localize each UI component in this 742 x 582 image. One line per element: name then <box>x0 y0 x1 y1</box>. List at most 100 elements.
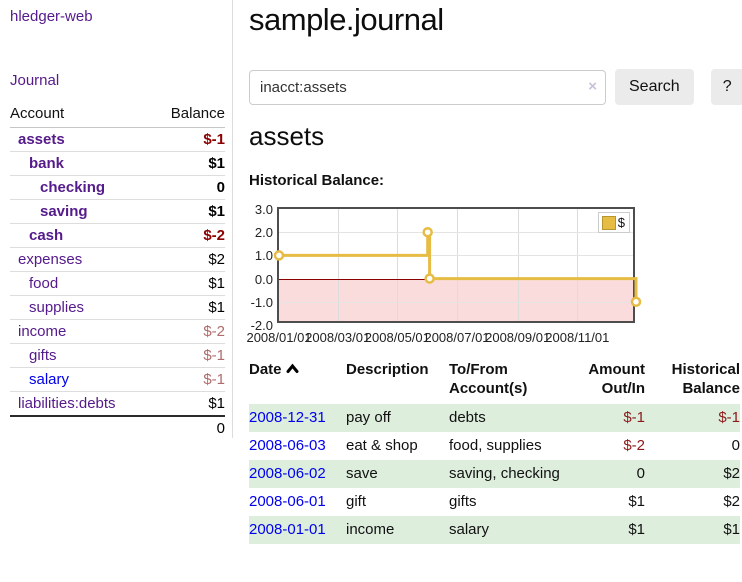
account-link[interactable]: gifts <box>29 347 57 364</box>
chart-legend: $ <box>597 212 630 233</box>
account-row: gifts $-1 <box>10 343 225 368</box>
account-link[interactable]: saving <box>40 203 88 220</box>
account-row: salary $-1 <box>10 367 225 392</box>
search-field-wrapper: × <box>249 69 606 105</box>
transaction-accounts: saving, checking <box>449 465 560 482</box>
chart-heading: Historical Balance: <box>249 172 385 189</box>
account-balance: 0 <box>152 175 225 200</box>
transaction-row: 2008-12-31 pay off debts $-1 $-1 <box>249 404 740 432</box>
x-axis-tick-label: 2008/09/01 <box>485 330 551 345</box>
account-balance: $-2 <box>152 223 225 248</box>
transaction-row: 2008-06-03 eat & shop food, supplies $-2… <box>249 432 740 460</box>
y-axis-tick-label: 2.0 <box>254 225 273 241</box>
account-row: cash $-2 <box>10 223 225 248</box>
account-balance: $-1 <box>152 343 225 368</box>
account-row: bank $1 <box>10 151 225 176</box>
accounts-total-value: 0 <box>152 415 225 440</box>
account-link[interactable]: supplies <box>29 299 85 316</box>
account-link[interactable]: income <box>18 323 67 340</box>
x-axis-tick-label: 2008/05/01 <box>364 330 430 345</box>
data-point-marker <box>273 250 285 261</box>
transaction-accounts: debts <box>449 409 486 426</box>
horizontal-gridline <box>279 255 633 257</box>
vertical-gridline <box>397 209 399 321</box>
balance-column-header-main: Historical Balance <box>671 361 740 397</box>
accounts-table: Account Balance assets $-1 bank $1 check… <box>10 103 225 440</box>
transaction-date-link[interactable]: 2008-06-02 <box>249 465 326 482</box>
transaction-description: save <box>346 465 378 482</box>
help-button[interactable]: ? <box>710 69 742 105</box>
y-axis-tick-label: -1.0 <box>250 294 273 310</box>
account-balance: $-1 <box>152 367 225 392</box>
account-link[interactable]: bank <box>29 155 65 172</box>
app-title-link[interactable]: hledger-web <box>10 8 93 25</box>
account-row: liabilities:debts $1 <box>10 391 225 417</box>
transactions-header-row: Date Description To/From Account(s) Amou… <box>249 360 740 404</box>
balance-column-header: Balance <box>152 103 225 128</box>
description-column-header: Description <box>346 361 429 378</box>
search-input[interactable] <box>249 69 606 105</box>
account-link[interactable]: assets <box>18 131 65 148</box>
account-balance: $-2 <box>152 319 225 344</box>
account-heading: assets <box>249 121 325 151</box>
transaction-row: 2008-06-02 save saving, checking 0 $2 <box>249 460 740 488</box>
date-column-header[interactable]: Date <box>249 360 346 404</box>
transaction-amount: $1 <box>628 493 645 510</box>
chart-plot-area: $ <box>273 207 642 323</box>
transaction-date-link[interactable]: 2008-06-01 <box>249 493 326 510</box>
transaction-date-link[interactable]: 2008-12-31 <box>249 409 326 426</box>
x-axis-tick-label: 2008/03/01 <box>305 330 371 345</box>
account-link[interactable]: cash <box>29 227 64 244</box>
transaction-row: 2008-06-01 gift gifts $1 $2 <box>249 488 740 516</box>
data-point-marker <box>422 226 433 238</box>
amount-column-header: Amount Out/In <box>588 361 645 397</box>
x-axis-tick-label: 2008/07/01 <box>424 330 490 345</box>
account-link[interactable]: checking <box>40 179 106 196</box>
page-title: sample.journal <box>249 2 444 37</box>
transaction-description: pay off <box>346 409 391 426</box>
account-balance: $1 <box>152 151 225 176</box>
legend-swatch-icon <box>601 215 616 230</box>
account-balance: $1 <box>152 271 225 296</box>
x-axis-tick-label: 2008/01/01 <box>246 330 312 345</box>
account-row: food $1 <box>10 271 225 296</box>
legend-label: $ <box>617 215 625 230</box>
transaction-description: gift <box>346 493 367 510</box>
transaction-description: income <box>346 521 395 538</box>
sort-ascending-icon <box>286 360 299 379</box>
horizontal-gridline <box>279 232 633 234</box>
transaction-accounts: gifts <box>449 493 477 510</box>
account-link[interactable]: food <box>29 275 59 292</box>
transaction-amount: $-1 <box>623 409 645 426</box>
y-axis-tick-label: -2.0 <box>250 318 273 333</box>
transaction-accounts: food, supplies <box>449 437 542 454</box>
transactions-table: Date Description To/From Account(s) Amou… <box>249 360 740 544</box>
clear-search-icon[interactable]: × <box>588 77 597 95</box>
accounts-table-header-row: Account Balance <box>10 103 225 128</box>
sidebar: hledger-web Journal Account Balance asse… <box>0 0 233 440</box>
account-balance: $1 <box>152 199 225 224</box>
account-balance: $1 <box>152 391 225 417</box>
transaction-amount: $1 <box>628 521 645 538</box>
balance-series-line <box>273 226 642 308</box>
accounts-total-spacer <box>10 415 153 440</box>
search-button[interactable]: Search <box>615 69 694 105</box>
vertical-gridline <box>517 209 519 321</box>
data-point-marker <box>424 273 435 284</box>
transaction-amount: 0 <box>636 465 645 482</box>
account-link[interactable]: salary <box>29 371 70 388</box>
transaction-description: eat & shop <box>346 437 418 454</box>
sidebar-item-journal[interactable]: Journal <box>10 72 60 89</box>
vertical-gridline <box>457 209 459 321</box>
account-row: income $-2 <box>10 319 225 344</box>
transaction-date-link[interactable]: 2008-06-03 <box>249 437 326 454</box>
data-point-marker <box>630 296 642 308</box>
transaction-balance: $-1 <box>718 409 740 426</box>
transaction-amount: $-2 <box>623 437 645 454</box>
account-row: assets $-1 <box>10 127 225 152</box>
transaction-date-link[interactable]: 2008-01-01 <box>249 521 326 538</box>
account-link[interactable]: expenses <box>18 251 83 268</box>
account-link[interactable]: liabilities:debts <box>18 395 116 412</box>
date-header-label: Date <box>249 361 282 378</box>
y-axis-tick-label: 0.0 <box>254 271 273 287</box>
